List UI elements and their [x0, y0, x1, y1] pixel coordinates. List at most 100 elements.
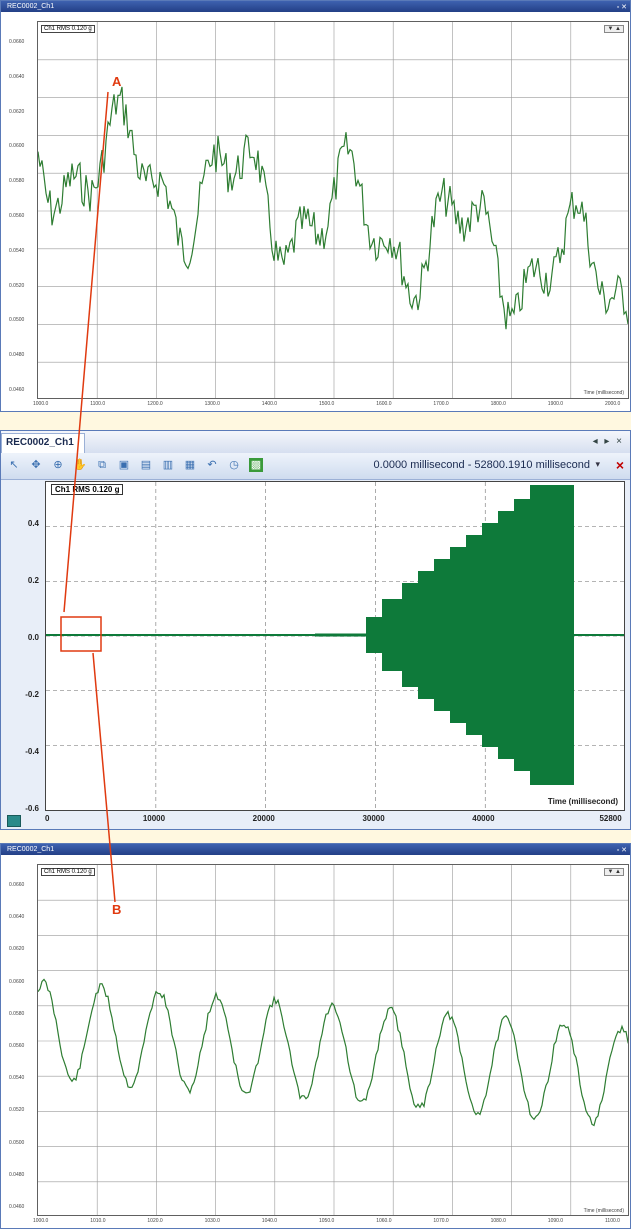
y-tick-label: 0.0520 — [9, 282, 25, 289]
x-tick-label: 1100.0 — [605, 1218, 620, 1224]
copy-icon[interactable]: ⧉ — [98, 459, 106, 471]
pan-icon[interactable]: ✋ — [73, 459, 87, 471]
tab-rec0002[interactable]: REC0002_Ch1 — [1, 433, 85, 454]
x-tick-label: 20000 — [252, 814, 275, 823]
y-tick-label: -0.6 — [25, 804, 39, 813]
x-tick-label: 1000.0 — [33, 1218, 49, 1224]
x-tick-label: 1300.0 — [204, 401, 220, 407]
tab-nav-buttons[interactable]: ◂ ▸ × — [592, 436, 624, 447]
time-range-display[interactable]: 0.0000 millisecond - 52800.1910 millisec… — [373, 459, 590, 471]
bottom-x-title: Time (millisecond) — [583, 1208, 624, 1214]
x-tick-label: 0 — [45, 814, 50, 823]
x-tick-label: 1600.0 — [376, 401, 392, 407]
x-tick-label: 1070.0 — [433, 1218, 449, 1224]
bottom-window-controls[interactable]: ▫ ✕ — [616, 847, 627, 854]
x-tick-label: 1700.0 — [433, 401, 449, 407]
main-overview-window: REC0002_Ch1 ◂ ▸ × ↖ ✥ ⊕ ✋ ⧉ ▣ ▤ ▥ ▦ ↶ ◷ ▩ 0.0000 mi… — [0, 430, 631, 830]
y-tick-label: 0.0620 — [9, 946, 25, 953]
clock-icon[interactable]: ◷ — [229, 459, 239, 471]
top-window-controls[interactable]: ▫ ✕ — [616, 4, 627, 11]
overview-channel-label: Ch1 RMS 0.120 g — [51, 484, 124, 495]
tab-bar: REC0002_Ch1 ◂ ▸ × — [1, 431, 630, 454]
x-tick-label: 1100.0 — [90, 401, 106, 407]
x-tick-label: 1500.0 — [319, 401, 335, 407]
x-tick-label: 30000 — [362, 814, 385, 823]
x-tick-label: 1000.0 — [33, 401, 49, 407]
y-tick-label: 0.0520 — [9, 1107, 25, 1114]
top-window-titlebar[interactable]: REC0002_Ch1 ▫ ✕ — [1, 1, 630, 12]
x-tick-label: 1800.0 — [490, 401, 506, 407]
top-x-title: Time (millisecond) — [583, 390, 624, 396]
bottom-window-titlebar[interactable]: REC0002_Ch1 ▫ ✕ — [1, 844, 630, 855]
y-tick-label: 0.0460 — [9, 387, 25, 393]
y-tick-label: 0.0560 — [9, 213, 25, 219]
y-tick-label: 0.0480 — [9, 352, 25, 359]
top-scale-control[interactable]: ▼ ▲ — [604, 25, 624, 33]
y-tick-label: 0.0 — [27, 633, 39, 642]
zoom-icon[interactable]: ⊕ — [53, 459, 63, 471]
y-tick-label: 0.0500 — [9, 1139, 25, 1146]
overview-waveform-chart — [46, 482, 624, 810]
y-tick-label: 0.2 — [27, 576, 39, 585]
page3-icon[interactable]: ▦ — [184, 459, 196, 471]
x-tick-label: 1200.0 — [147, 401, 163, 407]
bottom-plot-area[interactable] — [37, 864, 629, 1216]
undo-icon[interactable]: ↶ — [207, 459, 217, 471]
bottom-channel-label: Ch1 RMS 0.120 g — [41, 868, 95, 876]
top-channel-label: Ch1 RMS 0.120 g — [41, 25, 95, 33]
y-tick-label: 0.0660 — [9, 882, 25, 888]
x-tick-label: 1010.0 — [90, 1218, 106, 1224]
bottom-signal-line — [38, 978, 628, 1127]
cursor-icon[interactable]: ↖ — [9, 459, 19, 471]
overview-x-title: Time (millisecond) — [547, 797, 618, 806]
top-signal-line — [38, 86, 628, 330]
x-tick-label: 1090.0 — [547, 1218, 564, 1224]
bottom-waveform-chart — [38, 865, 628, 1215]
y-tick-label: 0.0640 — [9, 73, 25, 80]
y-tick-label: 0.0620 — [9, 108, 25, 115]
top-window-title: REC0002_Ch1 — [7, 3, 55, 10]
export-icon[interactable]: ▩ — [249, 458, 263, 472]
grid-icon[interactable] — [7, 815, 21, 827]
annotation-b: B — [112, 902, 122, 917]
y-tick-label: 0.0500 — [9, 317, 25, 324]
y-tick-label: 0.0480 — [9, 1171, 25, 1178]
move-icon[interactable]: ✥ — [31, 459, 41, 471]
x-tick-label: 40000 — [472, 814, 495, 823]
envelope-signal — [366, 485, 574, 785]
x-tick-label: 1050.0 — [319, 1218, 335, 1224]
page-icon[interactable]: ▤ — [140, 459, 152, 471]
y-tick-label: 0.0540 — [9, 247, 25, 254]
y-tick-label: 0.0580 — [9, 178, 25, 185]
paste-icon[interactable]: ▣ — [118, 459, 130, 471]
y-tick-label: -0.4 — [25, 747, 39, 756]
annotation-a: A — [112, 74, 122, 89]
y-tick-label: 0.0540 — [9, 1075, 25, 1082]
y-tick-label: 0.0640 — [9, 914, 25, 921]
top-waveform-chart — [38, 22, 628, 398]
close-icon[interactable]: × — [615, 457, 624, 473]
x-tick-label: 1400.0 — [261, 401, 278, 407]
y-tick-label: 0.0660 — [9, 39, 25, 45]
y-tick-label: -0.2 — [25, 690, 39, 699]
chevron-down-icon[interactable]: ▾ — [595, 459, 600, 469]
x-tick-label: 1900.0 — [547, 401, 564, 407]
bottom-zoom-window: REC0002_Ch1 ▫ ✕ Ch1 RMS 0.120 g ▼ ▲ 0.06… — [0, 843, 631, 1229]
x-tick-label: 1060.0 — [376, 1218, 392, 1224]
x-tick-label: 2000.0 — [605, 401, 621, 407]
y-tick-label: 0.0580 — [9, 1010, 25, 1017]
page2-icon[interactable]: ▥ — [162, 459, 174, 471]
top-plot-area[interactable] — [37, 21, 629, 399]
y-tick-label: 0.0460 — [9, 1204, 25, 1210]
top-zoom-window: REC0002_Ch1 ▫ ✕ Ch1 RMS 0.120 g ▼ ▲ 0.06… — [0, 0, 631, 412]
y-tick-label: 0.4 — [27, 519, 39, 528]
x-tick-label: 1020.0 — [147, 1218, 163, 1224]
x-tick-label: 1030.0 — [204, 1218, 220, 1224]
y-tick-label: 0.0600 — [9, 978, 25, 985]
toolbar: ↖ ✥ ⊕ ✋ ⧉ ▣ ▤ ▥ ▦ ↶ ◷ ▩ 0.0000 millisecond - 52800.… — [1, 453, 630, 480]
bottom-scale-control[interactable]: ▼ ▲ — [604, 868, 624, 876]
x-tick-label: 1040.0 — [261, 1218, 278, 1224]
x-tick-label: 10000 — [142, 814, 166, 823]
overview-plot-area[interactable] — [45, 481, 625, 811]
y-tick-label: 0.0600 — [9, 143, 25, 150]
